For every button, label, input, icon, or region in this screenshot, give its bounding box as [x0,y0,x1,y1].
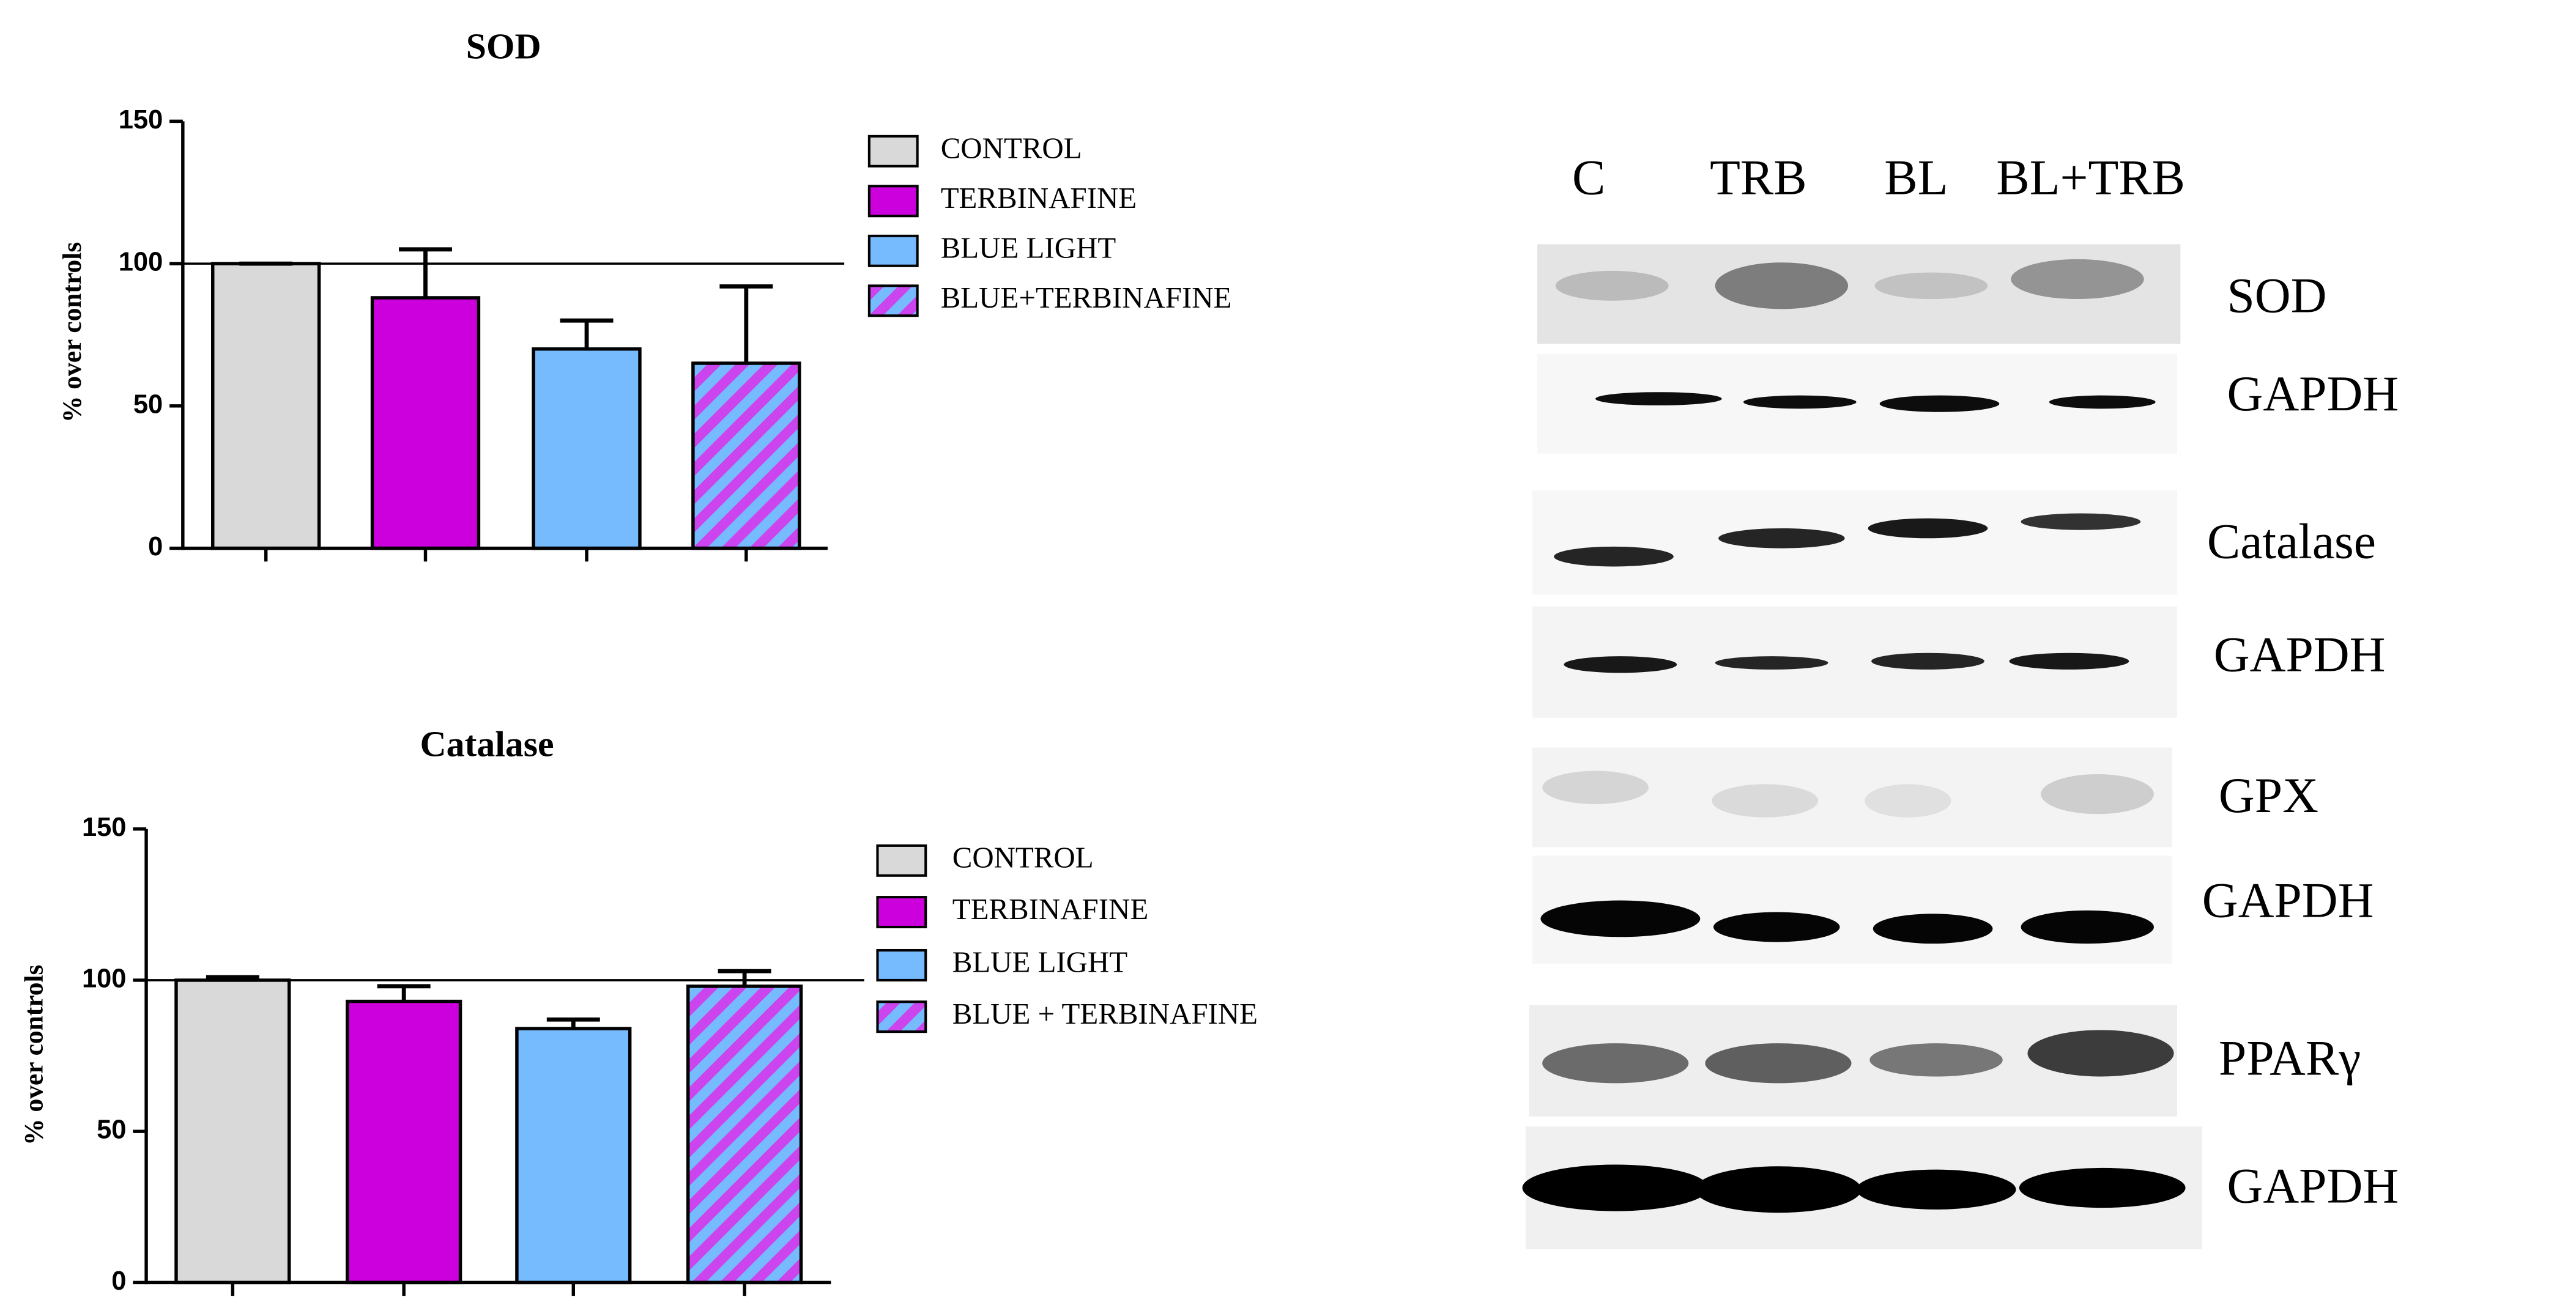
blot-band [2027,1030,2174,1077]
blot-band [1743,395,1857,409]
bar [686,985,803,1285]
blot-band [1705,1043,1852,1084]
blot-band [2011,259,2144,300]
blot-band [2049,395,2156,409]
blot-band [1871,652,1984,670]
blot-band [1554,546,1674,567]
blot-band [1695,1166,1861,1213]
blot-label: GPX [2219,767,2318,823]
blot-band [2021,910,2154,944]
chart-title: SOD [466,26,541,66]
bar [174,978,291,1285]
blot-label: GAPDH [2202,872,2374,928]
blot-band [1879,395,2000,412]
blot-band [1868,518,1988,539]
blot-band [1540,900,1701,937]
blot-band [1713,912,1840,942]
legend-swatch [867,234,919,267]
blot-label: PPARγ [2219,1030,2361,1085]
blot-band [1595,392,1722,405]
blot-band [1718,528,1845,549]
blot-band [1869,1043,2003,1077]
blot-band [2021,513,2141,530]
y-tick-label: 150 [119,105,163,135]
legend-swatch [867,284,919,317]
error-bar [546,1017,600,1029]
lane-label: BL [1884,150,1948,205]
chart-title: Catalase [420,723,554,764]
blot-panel [1532,747,2172,848]
blot-label: GAPDH [2227,366,2399,421]
error-bar [399,247,452,298]
blot-band [1865,784,1951,818]
legend-label: BLUE+TERBINAFINE [941,281,1232,314]
legend-swatch [867,185,919,218]
y-tick-label: 0 [111,1266,126,1296]
bar [346,999,462,1285]
blot-band [1712,784,1819,818]
legend-swatch [876,1000,927,1033]
y-axis-label: % over controls [58,242,87,423]
y-tick-label: 100 [82,964,127,993]
lane-label: C [1572,150,1605,205]
lane-label: TRB [1710,150,1807,205]
error-bar [560,318,614,349]
legend-label: BLUE + TERBINAFINE [952,997,1258,1030]
y-tick-label: 0 [148,532,163,561]
y-axis-label: % over controls [20,965,49,1145]
blot-label: GAPDH [2214,626,2386,682]
legend-label: TERBINAFINE [941,181,1137,215]
blot-panel [1532,490,2177,595]
y-tick-label: 50 [133,390,163,419]
blot-band [2009,652,2129,670]
bar [691,361,801,550]
y-tick-label: 50 [97,1115,126,1145]
blot-label: SOD [2227,267,2326,323]
blot-label: GAPDH [2227,1158,2399,1214]
blot-band [2041,774,2154,815]
blot-band [1564,656,1677,673]
blot-panel [1537,244,2181,344]
blot-band [1522,1164,1709,1211]
legend-label: CONTROL [952,841,1094,874]
bar [211,262,321,550]
y-tick-label: 100 [119,248,163,277]
error-bar [719,284,773,364]
bar [532,347,642,550]
blot-band [1555,270,1669,301]
legend-label: TERBINAFINE [952,892,1149,926]
legend-swatch [876,844,927,877]
blot-band [1542,1043,1689,1084]
blot-band [1715,262,1849,309]
blot-label: Catalase [2207,514,2376,569]
bar [370,296,481,550]
blot-band [1542,770,1649,804]
legend-swatch [876,948,927,981]
lane-label: BL+TRB [1996,150,2185,205]
legend-label: BLUE LIGHT [952,945,1128,979]
bar [515,1027,632,1285]
legend-label: CONTROL [941,131,1082,164]
error-bar [718,969,771,986]
error-bar [377,984,431,1002]
legend-swatch [876,896,927,929]
blot-band [1715,656,1828,670]
blot-band [2019,1167,2186,1208]
legend-swatch [867,135,919,168]
legend-label: BLUE LIGHT [941,231,1116,264]
blot-band [1874,272,1988,300]
blot-band [1856,1169,2016,1210]
y-tick-label: 150 [82,813,127,842]
blot-band [1873,914,1993,944]
